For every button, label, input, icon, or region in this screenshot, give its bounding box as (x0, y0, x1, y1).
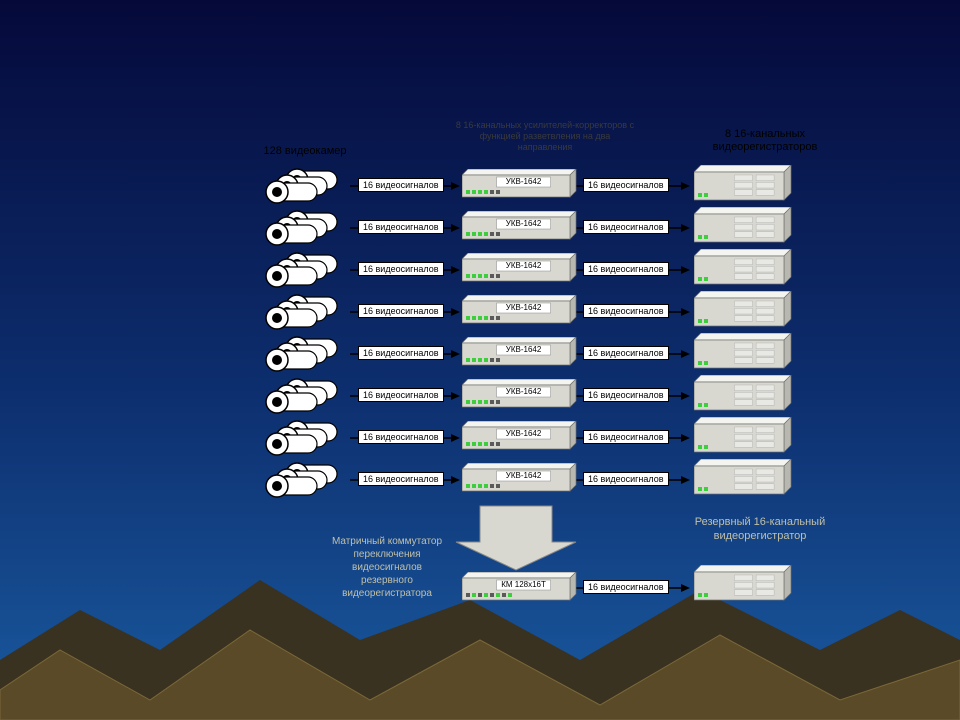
amplifier-6: УКВ-1642 (462, 421, 578, 451)
arrow-label-left-5: 16 видеосигналов (358, 388, 444, 402)
svg-text:УКВ-1642: УКВ-1642 (506, 471, 542, 480)
svg-text:УКВ-1642: УКВ-1642 (506, 261, 542, 270)
svg-text:УКВ-1642: УКВ-1642 (506, 345, 542, 354)
header-cameras: 128 видеокамер (245, 145, 365, 158)
svg-text:УКВ-1642: УКВ-1642 (506, 219, 542, 228)
amplifier-3: УКВ-1642 (462, 295, 578, 325)
arrow-label-right-5: 16 видеосигналов (583, 388, 669, 402)
camera-group-2 (265, 252, 349, 290)
arrow-label-right-3: 16 видеосигналов (583, 304, 669, 318)
amplifier-1: УКВ-1642 (462, 211, 578, 241)
camera-group-7 (265, 462, 349, 500)
arrow-label-right-4: 16 видеосигналов (583, 346, 669, 360)
arrow-label-right-0: 16 видеосигналов (583, 178, 669, 192)
amplifier-4: УКВ-1642 (462, 337, 578, 367)
arrow-label-left-6: 16 видеосигналов (358, 430, 444, 444)
recorder-3 (694, 291, 793, 328)
arrow-label-left-1: 16 видеосигналов (358, 220, 444, 234)
arrow-label-left-7: 16 видеосигналов (358, 472, 444, 486)
amplifier-5: УКВ-1642 (462, 379, 578, 409)
recorder-6 (694, 417, 793, 454)
recorder-2 (694, 249, 793, 286)
switch-caption: Матричный коммутатор переключения видеос… (327, 535, 447, 600)
recorder-5 (694, 375, 793, 412)
arrow-label-right-2: 16 видеосигналов (583, 262, 669, 276)
camera-group-5 (265, 378, 349, 416)
svg-text:УКВ-1642: УКВ-1642 (506, 177, 542, 186)
amplifier-7: УКВ-1642 (462, 463, 578, 493)
svg-text:УКВ-1642: УКВ-1642 (506, 387, 542, 396)
camera-group-0 (265, 168, 349, 206)
reserve-caption: Резервный 16-канальный видеорегистратор (680, 515, 840, 544)
camera-group-4 (265, 336, 349, 374)
header-amplifiers: 8 16-канальных усилителей-корректоров с … (455, 120, 635, 152)
arrow-label-left-3: 16 видеосигналов (358, 304, 444, 318)
recorder-7 (694, 459, 793, 496)
header-recorders: 8 16-канальных видеорегистраторов (690, 128, 840, 154)
recorder-1 (694, 207, 793, 244)
recorder-0 (694, 165, 793, 202)
camera-group-6 (265, 420, 349, 458)
recorder-4 (694, 333, 793, 370)
arrow-label-right-7: 16 видеосигналов (583, 472, 669, 486)
matrix-switch: КМ 128х16Т (462, 572, 578, 602)
diagram-stage: 128 видеокамер 8 16-канальных усилителей… (0, 0, 960, 720)
amplifier-2: УКВ-1642 (462, 253, 578, 283)
arrow-label-left-0: 16 видеосигналов (358, 178, 444, 192)
arrow-label-right-1: 16 видеосигналов (583, 220, 669, 234)
camera-group-1 (265, 210, 349, 248)
amplifier-0: УКВ-1642 (462, 169, 578, 199)
svg-text:КМ 128х16Т: КМ 128х16Т (501, 580, 546, 589)
reserve-recorder (694, 565, 793, 602)
arrow-label-right-6: 16 видеосигналов (583, 430, 669, 444)
svg-text:УКВ-1642: УКВ-1642 (506, 429, 542, 438)
camera-group-3 (265, 294, 349, 332)
svg-text:УКВ-1642: УКВ-1642 (506, 303, 542, 312)
arrow-label-left-4: 16 видеосигналов (358, 346, 444, 360)
arrow-label-left-2: 16 видеосигналов (358, 262, 444, 276)
reserve-arrow-label: 16 видеосигналов (583, 580, 669, 594)
